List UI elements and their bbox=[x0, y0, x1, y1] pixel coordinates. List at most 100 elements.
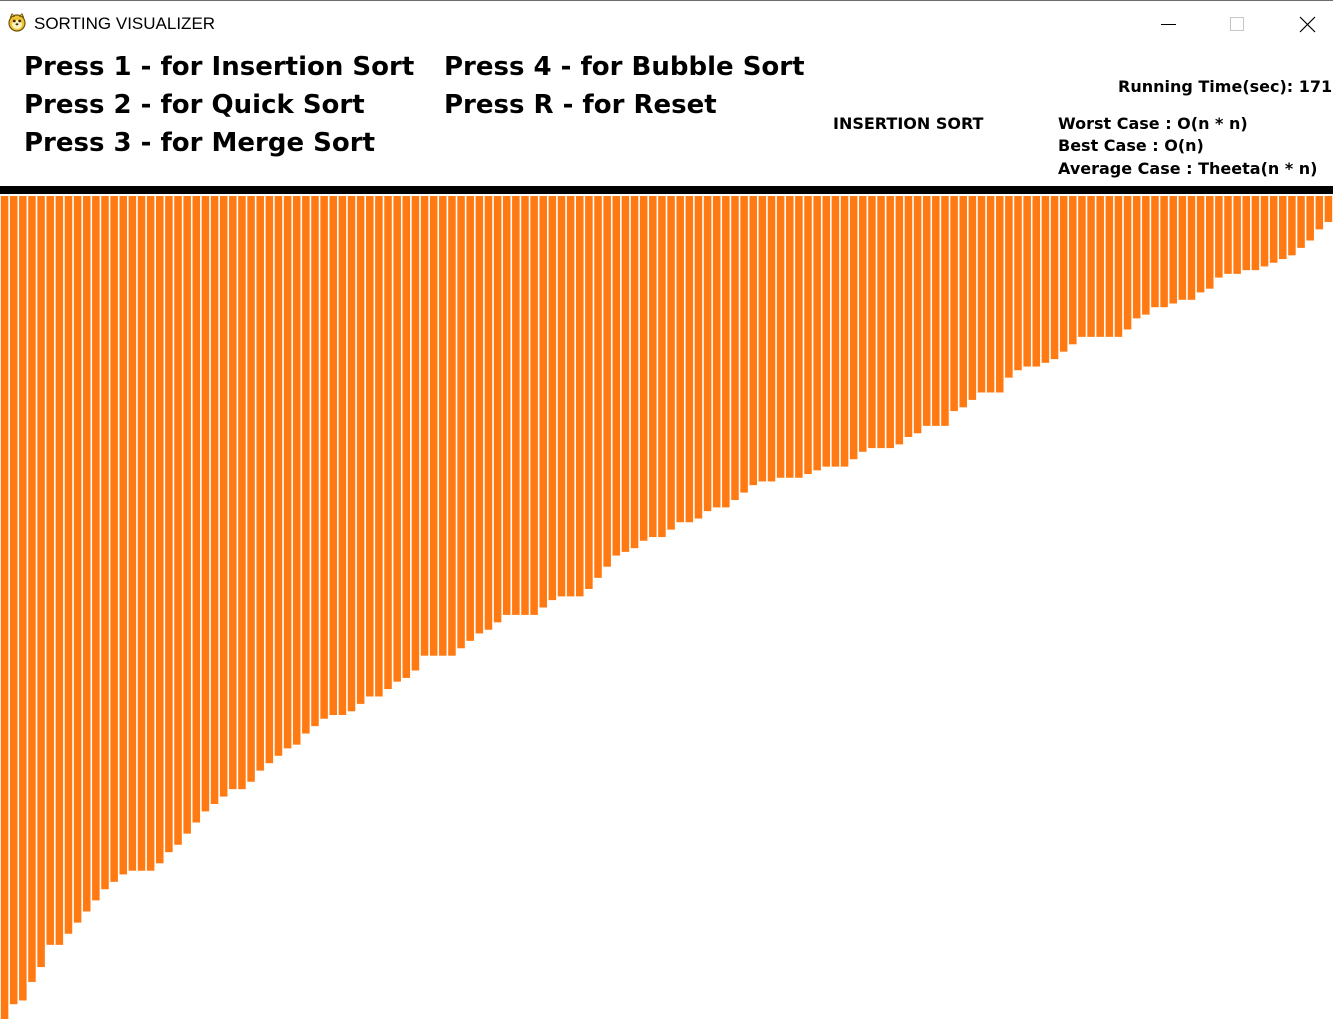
bar-9 bbox=[82, 196, 91, 912]
bar-49 bbox=[448, 196, 456, 656]
bar-138 bbox=[1260, 196, 1269, 267]
bar-58 bbox=[530, 196, 538, 615]
bar-95 bbox=[868, 196, 876, 449]
bar-32 bbox=[292, 196, 301, 745]
bar-50 bbox=[457, 196, 465, 649]
bar-14 bbox=[128, 196, 137, 871]
bar-80 bbox=[731, 196, 739, 500]
title-bar[interactable]: SORTING VISUALIZER bbox=[0, 0, 1333, 46]
bar-96 bbox=[877, 196, 885, 449]
bar-123 bbox=[1123, 196, 1132, 330]
bar-57 bbox=[521, 196, 529, 615]
bar-54 bbox=[493, 196, 502, 623]
bar-91 bbox=[831, 196, 840, 467]
bar-30 bbox=[274, 196, 283, 756]
bar-62 bbox=[566, 196, 575, 597]
bar-93 bbox=[849, 196, 858, 460]
bar-79 bbox=[722, 196, 730, 508]
bar-144 bbox=[1315, 196, 1324, 230]
bar-106 bbox=[968, 196, 977, 400]
bar-21 bbox=[192, 196, 201, 823]
bar-76 bbox=[694, 196, 703, 519]
quick-sort-instruction: Press 2 - for Quick Sort bbox=[24, 90, 365, 120]
bar-129 bbox=[1178, 196, 1187, 300]
bar-92 bbox=[840, 196, 849, 467]
bar-65 bbox=[594, 196, 602, 578]
bar-115 bbox=[1050, 196, 1059, 360]
bar-73 bbox=[667, 196, 675, 530]
bar-141 bbox=[1288, 196, 1296, 256]
bar-86 bbox=[785, 196, 794, 478]
bar-99 bbox=[904, 196, 913, 437]
bar-1 bbox=[9, 196, 18, 1005]
bar-121 bbox=[1105, 196, 1114, 337]
bar-126 bbox=[1151, 196, 1159, 308]
bar-71 bbox=[649, 196, 657, 538]
bar-36 bbox=[329, 196, 338, 716]
bubble-sort-instruction: Press 4 - for Bubble Sort bbox=[444, 52, 805, 82]
minimize-button[interactable] bbox=[1133, 1, 1203, 47]
average-case-complexity: Average Case : Theeta(n * n) bbox=[1058, 159, 1318, 178]
bar-29 bbox=[265, 196, 274, 764]
bar-35 bbox=[320, 196, 328, 719]
bar-19 bbox=[174, 196, 182, 845]
bar-131 bbox=[1196, 196, 1205, 293]
bar-22 bbox=[201, 196, 210, 812]
bar-40 bbox=[366, 196, 374, 697]
bar-114 bbox=[1041, 196, 1050, 363]
bar-27 bbox=[247, 196, 255, 782]
bar-0 bbox=[0, 196, 9, 1019]
bar-70 bbox=[639, 196, 648, 541]
bar-142 bbox=[1297, 196, 1305, 248]
maximize-button[interactable] bbox=[1202, 1, 1272, 47]
bar-98 bbox=[895, 196, 904, 445]
bar-3 bbox=[28, 196, 36, 982]
bar-37 bbox=[338, 196, 347, 716]
bar-90 bbox=[822, 196, 831, 467]
bar-67 bbox=[612, 196, 621, 556]
bar-13 bbox=[119, 196, 128, 875]
bar-104 bbox=[950, 196, 958, 412]
bar-26 bbox=[238, 196, 246, 790]
bar-137 bbox=[1251, 196, 1260, 271]
bar-72 bbox=[658, 196, 666, 538]
bar-56 bbox=[512, 196, 520, 615]
bar-108 bbox=[986, 196, 995, 393]
bar-120 bbox=[1096, 196, 1104, 337]
bar-83 bbox=[758, 196, 767, 482]
bar-42 bbox=[384, 196, 392, 690]
insertion-sort-instruction: Press 1 - for Insertion Sort bbox=[24, 52, 415, 82]
bar-8 bbox=[73, 196, 82, 923]
bar-46 bbox=[420, 196, 429, 656]
bar-94 bbox=[859, 196, 867, 452]
bar-125 bbox=[1142, 196, 1150, 315]
bar-89 bbox=[813, 196, 821, 471]
bar-12 bbox=[110, 196, 118, 882]
bar-85 bbox=[776, 196, 785, 478]
bar-43 bbox=[393, 196, 401, 682]
bar-15 bbox=[137, 196, 146, 871]
bar-16 bbox=[146, 196, 155, 871]
reset-instruction: Press R - for Reset bbox=[444, 90, 717, 120]
bar-132 bbox=[1205, 196, 1214, 289]
bar-69 bbox=[630, 196, 639, 549]
key-instructions: Press 1 - for Insertion Sort Press 2 - f… bbox=[0, 46, 1333, 186]
bar-143 bbox=[1306, 196, 1314, 241]
bar-33 bbox=[302, 196, 310, 734]
bar-145 bbox=[1324, 196, 1333, 222]
bar-51 bbox=[466, 196, 474, 641]
minimize-icon bbox=[1161, 24, 1176, 25]
bar-88 bbox=[804, 196, 812, 475]
bar-63 bbox=[576, 196, 584, 597]
close-button[interactable] bbox=[1272, 1, 1333, 47]
bar-66 bbox=[603, 196, 611, 567]
bar-100 bbox=[913, 196, 922, 434]
bar-75 bbox=[685, 196, 694, 523]
bar-4 bbox=[37, 196, 45, 968]
bar-38 bbox=[347, 196, 356, 712]
bar-77 bbox=[703, 196, 712, 512]
bar-53 bbox=[484, 196, 493, 630]
bar-112 bbox=[1023, 196, 1031, 367]
